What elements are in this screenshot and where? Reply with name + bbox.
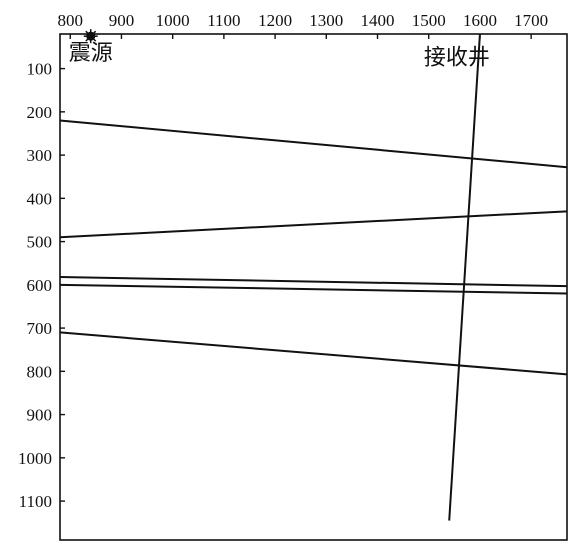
y-tick-label: 500 [27, 233, 53, 252]
source-marker-ray [90, 30, 97, 37]
y-tick-label: 400 [27, 189, 53, 208]
y-tick-label: 700 [27, 319, 53, 338]
x-tick-label: 1500 [412, 11, 446, 30]
annotation-label: 接收井 [424, 45, 490, 70]
x-tick-label: 1300 [309, 11, 343, 30]
series-line-3 [59, 276, 568, 288]
x-tick-label: 1000 [156, 11, 190, 30]
markers [83, 29, 98, 44]
series-line-2 [59, 210, 568, 239]
series-line-1 [59, 119, 568, 169]
source-marker-ray [90, 35, 97, 42]
x-tick-label: 1200 [258, 11, 292, 30]
x-tick-label: 1400 [361, 11, 395, 30]
y-tick-label: 900 [27, 406, 53, 425]
source-marker-ray [85, 30, 92, 37]
x-tick-label: 1700 [514, 11, 548, 30]
y-tick-label: 600 [27, 276, 53, 295]
y-tick-label: 1000 [18, 449, 52, 468]
series-line-5 [59, 331, 568, 376]
y-tick-label: 100 [27, 60, 53, 79]
x-tick-label: 800 [57, 11, 83, 30]
series-line-6 [448, 33, 481, 521]
y-tick-label: 300 [27, 146, 53, 165]
annotation-label: 震源 [69, 41, 113, 66]
source-marker-ray [85, 35, 92, 42]
x-tick-label: 900 [109, 11, 135, 30]
series-lines [59, 33, 568, 521]
y-axis-ticks: 100 200 300 400 500 600 700 800 900 1000 1100 [18, 60, 65, 511]
y-tick-label: 1100 [19, 492, 52, 511]
y-tick-label: 800 [27, 362, 53, 381]
y-tick-label: 200 [27, 103, 53, 122]
series-line-4 [59, 283, 568, 295]
plot-frame [59, 33, 568, 541]
x-tick-label: 1100 [207, 11, 240, 30]
annotations: 震源 接收井 [69, 41, 490, 70]
x-tick-label: 1600 [463, 11, 497, 30]
